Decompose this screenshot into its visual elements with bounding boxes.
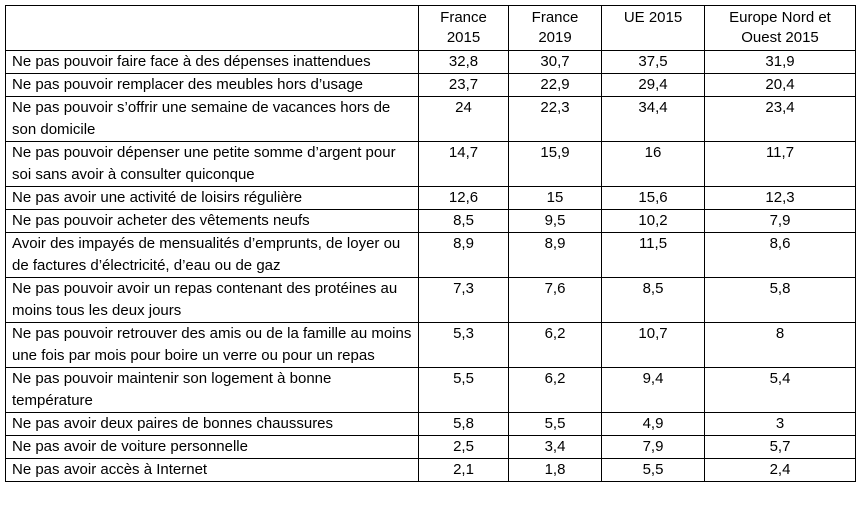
row-label: Ne pas pouvoir retrouver des amis ou de …	[5, 322, 419, 368]
value-cell: 15,6	[601, 186, 705, 210]
table-row: Ne pas pouvoir remplacer des meubles hor…	[5, 73, 856, 97]
value-cell: 23,4	[704, 96, 856, 142]
value-cell: 3	[704, 412, 856, 436]
table-row: Ne pas pouvoir s’offrir une semaine de v…	[5, 96, 856, 142]
value-cell: 5,4	[704, 367, 856, 413]
value-cell: 5,3	[418, 322, 509, 368]
table-row: Avoir des impayés de mensualités d’empru…	[5, 232, 856, 278]
column-header: UE 2015	[601, 5, 705, 51]
value-cell: 5,5	[508, 412, 602, 436]
row-label: Ne pas pouvoir avoir un repas contenant …	[5, 277, 419, 323]
value-cell: 22,9	[508, 73, 602, 97]
value-cell: 29,4	[601, 73, 705, 97]
value-cell: 10,7	[601, 322, 705, 368]
value-cell: 10,2	[601, 209, 705, 233]
value-cell: 7,9	[704, 209, 856, 233]
value-cell: 8,9	[508, 232, 602, 278]
value-cell: 15	[508, 186, 602, 210]
value-cell: 5,5	[418, 367, 509, 413]
corner-cell	[5, 5, 419, 51]
table-body: Ne pas pouvoir faire face à des dépenses…	[5, 50, 856, 482]
column-header: Europe Nord et Ouest 2015	[704, 5, 856, 51]
value-cell: 22,3	[508, 96, 602, 142]
value-cell: 8,5	[418, 209, 509, 233]
header-line: 2015	[446, 29, 481, 46]
value-cell: 9,5	[508, 209, 602, 233]
header-line: France	[440, 9, 487, 26]
header-row: France 2015 France 2019 UE 2015 Europe Nord e…	[5, 5, 856, 51]
value-cell: 24	[418, 96, 509, 142]
value-cell: 34,4	[601, 96, 705, 142]
value-cell: 20,4	[704, 73, 856, 97]
table-row: Ne pas pouvoir acheter des vêtements neu…	[5, 209, 856, 233]
value-cell: 37,5	[601, 50, 705, 74]
row-label: Ne pas pouvoir remplacer des meubles hor…	[5, 73, 419, 97]
header-line: Ouest 2015	[741, 29, 819, 46]
row-label: Ne pas pouvoir faire face à des dépenses…	[5, 50, 419, 74]
row-label: Avoir des impayés de mensualités d’empru…	[5, 232, 419, 278]
value-cell: 14,7	[418, 141, 509, 187]
value-cell: 1,8	[508, 458, 602, 482]
value-cell: 2,5	[418, 435, 509, 459]
value-cell: 15,9	[508, 141, 602, 187]
column-header: France 2019	[508, 5, 602, 51]
table-row: Ne pas pouvoir avoir un repas contenant …	[5, 277, 856, 323]
value-cell: 7,3	[418, 277, 509, 323]
table-row: Ne pas avoir de voiture personnelle 2,5 3,…	[5, 435, 856, 459]
header-line: Europe Nord et	[729, 9, 831, 26]
column-header: France 2015	[418, 5, 509, 51]
row-label: Ne pas pouvoir dépenser une petite somme…	[5, 141, 419, 187]
header-line: 2019	[538, 29, 572, 46]
value-cell: 6,2	[508, 367, 602, 413]
value-cell: 4,9	[601, 412, 705, 436]
header-line: UE 2015	[623, 9, 683, 26]
value-cell: 11,7	[704, 141, 856, 187]
table-row: Ne pas avoir une activité de loisirs rég…	[5, 186, 856, 210]
value-cell: 7,9	[601, 435, 705, 459]
value-cell: 30,7	[508, 50, 602, 74]
table-row: Ne pas pouvoir faire face à des dépenses…	[5, 50, 856, 74]
value-cell: 5,5	[601, 458, 705, 482]
table-row: Ne pas pouvoir retrouver des amis ou de …	[5, 322, 856, 368]
value-cell: 6,2	[508, 322, 602, 368]
row-label: Ne pas avoir accès à Internet	[5, 458, 419, 482]
value-cell: 5,8	[418, 412, 509, 436]
row-label: Ne pas pouvoir acheter des vêtements neu…	[5, 209, 419, 233]
value-cell: 2,1	[418, 458, 509, 482]
value-cell: 2,4	[704, 458, 856, 482]
value-cell: 9,4	[601, 367, 705, 413]
table-row: Ne pas avoir deux paires de bonnes chaus…	[5, 412, 856, 436]
table-row: Ne pas pouvoir maintenir son logement à …	[5, 367, 856, 413]
value-cell: 7,6	[508, 277, 602, 323]
value-cell: 12,6	[418, 186, 509, 210]
value-cell: 3,4	[508, 435, 602, 459]
value-cell: 11,5	[601, 232, 705, 278]
data-table: France 2015 France 2019 UE 2015 Europe Nord e…	[5, 5, 856, 482]
value-cell: 8,5	[601, 277, 705, 323]
row-label: Ne pas avoir de voiture personnelle	[5, 435, 419, 459]
value-cell: 16	[601, 141, 705, 187]
header-line: France	[531, 9, 579, 26]
value-cell: 12,3	[704, 186, 856, 210]
value-cell: 5,8	[704, 277, 856, 323]
value-cell: 8	[704, 322, 856, 368]
value-cell: 23,7	[418, 73, 509, 97]
row-label: Ne pas avoir deux paires de bonnes chaus…	[5, 412, 419, 436]
row-label: Ne pas pouvoir maintenir son logement à …	[5, 367, 419, 413]
value-cell: 8,9	[418, 232, 509, 278]
row-label: Ne pas pouvoir s’offrir une semaine de v…	[5, 96, 419, 142]
value-cell: 8,6	[704, 232, 856, 278]
value-cell: 31,9	[704, 50, 856, 74]
table-row: Ne pas pouvoir dépenser une petite somme…	[5, 141, 856, 187]
value-cell: 5,7	[704, 435, 856, 459]
row-label: Ne pas avoir une activité de loisirs rég…	[5, 186, 419, 210]
table-row: Ne pas avoir accès à Internet 2,1 1,8 5,5 2,…	[5, 458, 856, 482]
value-cell: 32,8	[418, 50, 509, 74]
